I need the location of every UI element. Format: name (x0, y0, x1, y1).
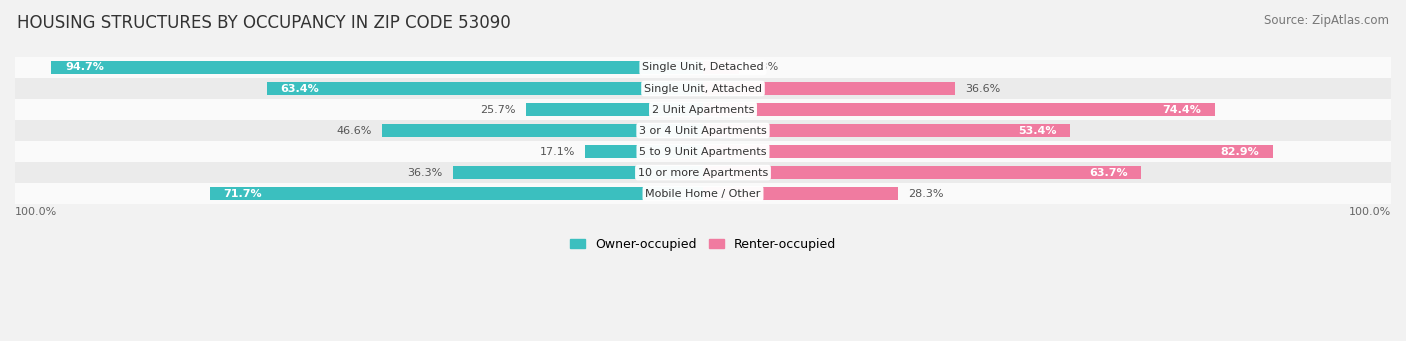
Text: 63.7%: 63.7% (1088, 168, 1128, 178)
Text: 28.3%: 28.3% (908, 189, 943, 198)
Text: 3 or 4 Unit Apartments: 3 or 4 Unit Apartments (640, 125, 766, 136)
Text: 2 Unit Apartments: 2 Unit Apartments (652, 105, 754, 115)
Bar (703, 124, 1070, 137)
Bar (703, 187, 897, 200)
Bar (15, 99, 1391, 120)
Text: 36.3%: 36.3% (408, 168, 443, 178)
Bar (382, 124, 703, 137)
Bar (585, 145, 703, 158)
Text: 94.7%: 94.7% (65, 62, 104, 73)
Bar (15, 57, 1391, 78)
Text: Single Unit, Detached: Single Unit, Detached (643, 62, 763, 73)
Text: 46.6%: 46.6% (336, 125, 373, 136)
Text: 53.4%: 53.4% (1018, 125, 1057, 136)
Text: Mobile Home / Other: Mobile Home / Other (645, 189, 761, 198)
Bar (267, 82, 703, 95)
Text: 63.4%: 63.4% (281, 84, 319, 93)
Bar (15, 120, 1391, 141)
Text: 5 to 9 Unit Apartments: 5 to 9 Unit Apartments (640, 147, 766, 157)
Text: 25.7%: 25.7% (481, 105, 516, 115)
Text: Single Unit, Attached: Single Unit, Attached (644, 84, 762, 93)
Text: 10 or more Apartments: 10 or more Apartments (638, 168, 768, 178)
Bar (453, 166, 703, 179)
Text: 100.0%: 100.0% (15, 207, 58, 217)
Bar (703, 145, 1274, 158)
Bar (703, 103, 1215, 116)
Text: 82.9%: 82.9% (1220, 147, 1260, 157)
Text: 71.7%: 71.7% (224, 189, 262, 198)
Bar (703, 166, 1142, 179)
Text: HOUSING STRUCTURES BY OCCUPANCY IN ZIP CODE 53090: HOUSING STRUCTURES BY OCCUPANCY IN ZIP C… (17, 14, 510, 32)
Text: 36.6%: 36.6% (965, 84, 1001, 93)
Bar (15, 78, 1391, 99)
Legend: Owner-occupied, Renter-occupied: Owner-occupied, Renter-occupied (565, 233, 841, 256)
Bar (15, 183, 1391, 204)
Bar (15, 162, 1391, 183)
Bar (209, 187, 703, 200)
Bar (703, 61, 740, 74)
Bar (526, 103, 703, 116)
Bar (15, 141, 1391, 162)
Bar (703, 82, 955, 95)
Text: 17.1%: 17.1% (540, 147, 575, 157)
Text: 100.0%: 100.0% (1348, 207, 1391, 217)
Bar (52, 61, 703, 74)
Text: 74.4%: 74.4% (1163, 105, 1201, 115)
Text: Source: ZipAtlas.com: Source: ZipAtlas.com (1264, 14, 1389, 27)
Text: 5.3%: 5.3% (749, 62, 778, 73)
